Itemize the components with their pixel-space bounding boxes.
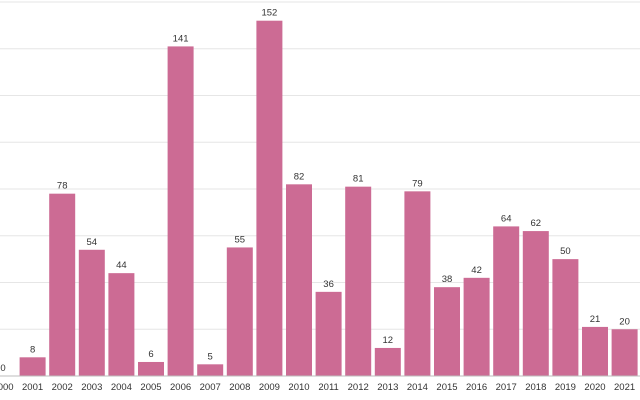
x-tick-label-2008: 2008: [229, 382, 250, 393]
bar-2011[interactable]: [315, 291, 342, 376]
data-label-2015: 38: [442, 274, 453, 285]
data-label-2014: 79: [412, 178, 423, 189]
bar-2014[interactable]: [404, 191, 431, 376]
data-label-2016: 42: [471, 265, 482, 276]
bar-2012[interactable]: [345, 186, 372, 376]
x-tick-label-2006: 2006: [170, 382, 191, 393]
bar-2005[interactable]: [138, 361, 164, 376]
x-tick-label-2021: 2021: [614, 382, 635, 393]
data-label-2013: 12: [383, 335, 394, 346]
x-tick-label-2019: 2019: [555, 382, 576, 393]
data-label-2004: 44: [116, 260, 127, 271]
data-label-2000: 0: [0, 363, 5, 374]
x-tick-label-2013: 2013: [377, 382, 398, 393]
data-label-2009: 152: [261, 8, 277, 19]
x-tick-label-2017: 2017: [496, 382, 517, 393]
data-label-2011: 36: [323, 279, 334, 290]
data-label-2018: 62: [531, 218, 542, 229]
data-label-2007: 5: [208, 351, 213, 362]
data-label-2006: 141: [173, 33, 189, 44]
bar-2020[interactable]: [582, 326, 608, 376]
x-tick-label-2016: 2016: [466, 382, 487, 393]
bar-2004[interactable]: [108, 273, 135, 376]
x-tick-label-2018: 2018: [525, 382, 546, 393]
x-tick-label-2010: 2010: [288, 382, 309, 393]
data-label-2021: 20: [619, 316, 630, 327]
bar-2001[interactable]: [19, 357, 46, 376]
data-label-2010: 82: [294, 171, 305, 182]
bars-group: [19, 20, 638, 376]
x-tick-label-2009: 2009: [259, 382, 280, 393]
x-tick-label-2001: 2001: [22, 382, 43, 393]
bar-2019[interactable]: [552, 259, 579, 376]
x-tick-label-2012: 2012: [348, 382, 369, 393]
bar-2008[interactable]: [226, 247, 253, 376]
x-tick-label-2015: 2015: [436, 382, 457, 393]
data-label-2019: 50: [560, 246, 571, 257]
x-tick-label-2003: 2003: [81, 382, 102, 393]
bar-2015[interactable]: [434, 287, 460, 376]
bar-2017[interactable]: [493, 226, 520, 376]
bar-2003[interactable]: [78, 249, 105, 376]
data-label-2003: 54: [87, 237, 98, 248]
x-tick-label-2014: 2014: [407, 382, 428, 393]
bar-2006[interactable]: [167, 46, 194, 376]
data-label-2012: 81: [353, 174, 364, 185]
bar-2018[interactable]: [522, 231, 549, 376]
gridlines: [0, 1, 640, 330]
data-label-2008: 55: [235, 234, 246, 245]
x-tick-label-2002: 2002: [52, 382, 73, 393]
bar-2002[interactable]: [49, 193, 76, 376]
x-tick-label-2011: 2011: [318, 382, 338, 393]
bar-2010[interactable]: [286, 184, 312, 376]
data-label-2017: 64: [501, 213, 512, 224]
x-tick-label-2020: 2020: [584, 382, 605, 393]
x-tick-label-2007: 2007: [200, 382, 221, 393]
x-tick-label-2005: 2005: [140, 382, 161, 393]
data-label-2001: 8: [30, 344, 35, 355]
x-tick-label-2004: 2004: [111, 382, 132, 393]
data-label-2020: 21: [590, 314, 601, 325]
bar-2007[interactable]: [197, 364, 224, 376]
bar-2021[interactable]: [611, 329, 638, 376]
bar-2013[interactable]: [374, 347, 401, 376]
bar-2009[interactable]: [256, 20, 283, 376]
data-label-2005: 6: [148, 349, 153, 360]
bar-2016[interactable]: [463, 277, 490, 376]
data-label-2002: 78: [57, 181, 68, 192]
